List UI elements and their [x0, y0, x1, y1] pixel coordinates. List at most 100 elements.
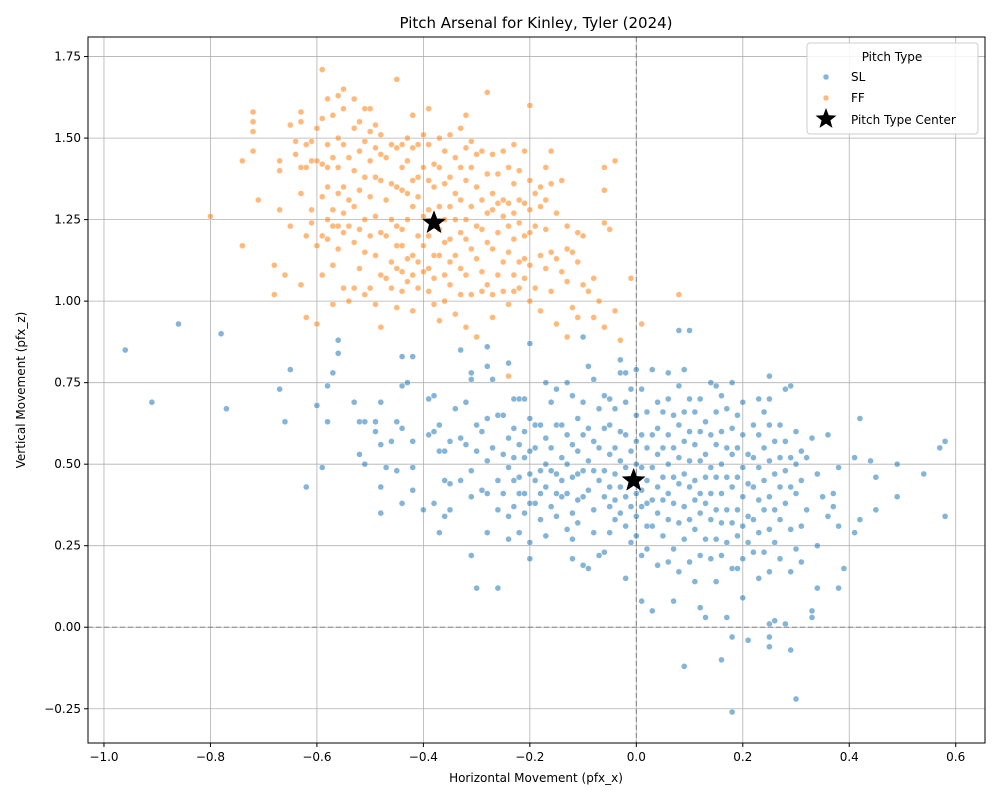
sl-point — [744, 451, 752, 458]
sl-point — [665, 558, 672, 566]
sl-point — [537, 467, 544, 474]
x-tick-label: −0.2 — [515, 750, 544, 764]
sl-point — [521, 428, 528, 435]
ff-point — [537, 183, 544, 191]
ff-point — [675, 291, 683, 298]
ff-point — [547, 249, 555, 256]
ff-point — [579, 232, 587, 240]
sl-point — [590, 529, 597, 536]
sl-point — [627, 539, 635, 546]
ff-point — [372, 213, 379, 220]
legend-label-ff: FF — [851, 91, 865, 105]
sl-point — [531, 500, 539, 507]
sl-point — [760, 506, 768, 514]
legend-label-center: Pitch Type Center — [851, 113, 956, 127]
sl-point — [675, 327, 683, 334]
sl-point — [712, 382, 720, 390]
ff-point — [542, 196, 550, 204]
sl-point — [819, 493, 826, 500]
ff-point — [361, 216, 369, 223]
sl-point — [702, 474, 709, 481]
ff-point — [606, 226, 613, 233]
sl-point — [649, 607, 656, 615]
ff-point — [329, 301, 337, 308]
sl-point — [718, 656, 725, 664]
ff-point — [377, 177, 384, 184]
ff-point — [409, 203, 416, 210]
sl-point — [537, 490, 544, 497]
ff-point — [276, 157, 283, 165]
sl-point — [787, 382, 794, 390]
sl-point — [547, 467, 555, 474]
ff-point — [366, 232, 374, 240]
sl-point — [633, 438, 640, 445]
sl-point — [484, 343, 491, 350]
ff-point — [542, 164, 550, 171]
sl-point — [665, 490, 672, 497]
sl-point — [579, 493, 587, 500]
sl-point — [601, 467, 608, 474]
sl-point — [702, 614, 709, 621]
ff-point — [468, 164, 475, 171]
sl-point — [739, 493, 746, 500]
ff-point — [446, 281, 454, 289]
sl-point — [515, 490, 523, 497]
sl-point — [792, 695, 800, 703]
sl-point — [313, 402, 321, 409]
sl-point — [691, 477, 699, 484]
ff-point — [468, 203, 475, 210]
ff-point — [350, 203, 358, 210]
ff-point — [414, 141, 422, 148]
ff-point — [372, 252, 379, 259]
sl-point — [696, 457, 704, 465]
ff-point — [441, 239, 448, 246]
ff-point — [308, 206, 315, 214]
sl-point — [728, 519, 736, 527]
sl-point — [398, 353, 406, 360]
sl-point — [579, 562, 587, 569]
series-pitch-type-center — [421, 210, 646, 491]
sl-point — [723, 474, 731, 481]
x-axis-ticks: −1.0 −0.8 −0.6 −0.4 −0.2 0.0 0.2 0.4 0.6 — [89, 743, 965, 764]
sl-point — [372, 418, 379, 425]
ff-point — [319, 193, 326, 200]
ff-point — [601, 187, 608, 194]
y-tick-label: 1.25 — [54, 213, 81, 227]
sl-point — [696, 552, 704, 559]
legend-title: Pitch Type — [862, 50, 923, 64]
sl-point — [734, 506, 741, 514]
sl-point — [638, 464, 645, 471]
ff-point — [569, 249, 576, 256]
sl-point — [643, 477, 651, 484]
plot-area — [88, 37, 985, 743]
sl-point — [574, 415, 581, 422]
ff-point — [611, 157, 619, 165]
ff-point — [377, 131, 384, 139]
sl-point — [718, 460, 725, 468]
sl-point — [638, 431, 645, 439]
sl-point — [377, 509, 384, 517]
sl-point — [579, 467, 587, 474]
ff-point — [500, 147, 507, 155]
sl-point — [489, 444, 496, 452]
sl-point — [505, 535, 512, 543]
sl-point — [430, 500, 438, 507]
ff-point — [276, 167, 283, 174]
sl-point — [707, 516, 715, 523]
sl-point — [563, 379, 571, 386]
sl-point — [792, 460, 800, 468]
ff-point — [404, 134, 411, 142]
sl-point — [606, 503, 613, 510]
sl-point — [393, 418, 400, 425]
ff-point — [372, 174, 379, 181]
ff-point — [340, 209, 347, 217]
sl-point — [681, 663, 688, 670]
sl-point — [595, 477, 603, 484]
sl-point — [563, 490, 571, 497]
ff-point — [563, 278, 571, 285]
sl-point — [872, 474, 880, 481]
sl-point — [670, 444, 677, 452]
sl-point — [659, 496, 667, 504]
ff-point — [366, 157, 374, 165]
sl-point — [622, 464, 629, 471]
